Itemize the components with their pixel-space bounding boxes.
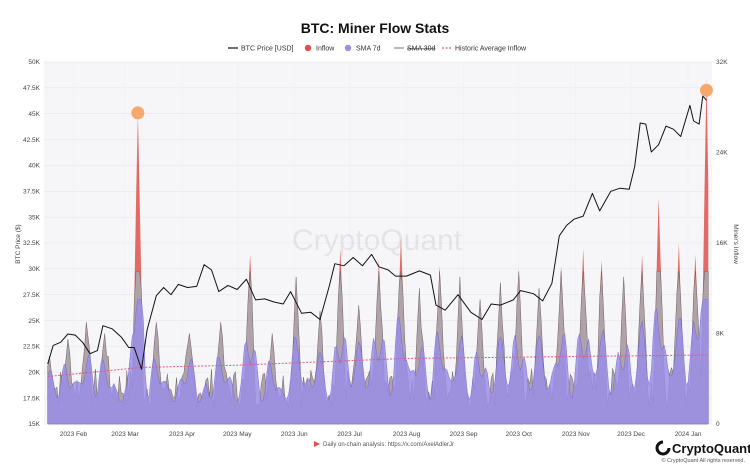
y-left-tick-label: 30K bbox=[28, 266, 40, 273]
legend-item: BTC Price [USD] bbox=[228, 46, 294, 53]
y-left-tick-label: 32.5K bbox=[23, 240, 41, 247]
y-left-tick-label: 25K bbox=[28, 318, 40, 325]
plot-area: 15K 17.5K 20K 22.5K 25K 27.5K 30K 32.5K 35K 37.5K… bbox=[23, 59, 728, 438]
y-left-axis-title: BTC Price ($) bbox=[15, 224, 22, 263]
x-tick-label: 2023 Feb bbox=[60, 431, 88, 438]
x-tick-label: 2023 Oct bbox=[506, 431, 533, 438]
y-right-tick-label: 24K bbox=[716, 150, 728, 157]
highlight-marker bbox=[131, 106, 145, 120]
legend-label: BTC Price [USD] bbox=[241, 46, 294, 53]
x-tick-label: 2023 Mar bbox=[111, 431, 139, 438]
brand-name: CryptoQuant bbox=[672, 441, 750, 456]
y-left-tick-label: 35K bbox=[28, 214, 40, 221]
y-left-tick-label: 17.5K bbox=[23, 395, 41, 402]
x-tick-label: 2023 May bbox=[223, 431, 252, 438]
legend-item: SMA 7d bbox=[344, 44, 381, 53]
copyright-text: © CryptoQuant All rights reserved. bbox=[661, 457, 745, 464]
sma7-area bbox=[47, 299, 709, 425]
y-right-axis-title: Miner's Inflow bbox=[732, 224, 739, 264]
y-left-tick-label: 15K bbox=[28, 421, 40, 428]
y-left-tick-label: 50K bbox=[28, 59, 40, 66]
legend-label: Inflow bbox=[316, 46, 335, 53]
legend-label: SMA 30d bbox=[407, 46, 436, 53]
cryptoquant-logo-icon bbox=[655, 440, 671, 456]
play-icon bbox=[314, 441, 320, 447]
y-left-tick-label: 20K bbox=[28, 369, 40, 376]
y-right-tick-label: 16K bbox=[716, 240, 728, 247]
y-right-tick-label: 0 bbox=[716, 421, 720, 428]
y-left-tick-label: 37.5K bbox=[23, 188, 41, 195]
chart-legend: BTC Price [USD] Inflow SMA 7d SMA 30d Histor… bbox=[228, 44, 527, 53]
legend-label: Historic Average Inflow bbox=[455, 46, 527, 53]
y-left-tick-label: 22.5K bbox=[23, 344, 41, 351]
x-tick-label: 2024 Jan bbox=[675, 431, 702, 438]
x-tick-label: 2023 Sep bbox=[450, 431, 478, 438]
x-tick-label: 2023 Nov bbox=[562, 431, 591, 438]
legend-item: Historic Average Inflow bbox=[442, 46, 527, 53]
legend-label: SMA 7d bbox=[356, 46, 381, 53]
brand-logo: CryptoQuant © CryptoQuant All rights res… bbox=[655, 440, 750, 464]
y-left-tick-label: 40K bbox=[28, 163, 40, 170]
historic-average-line bbox=[47, 354, 709, 377]
legend-swatch bbox=[304, 44, 312, 52]
legend-swatch bbox=[344, 44, 352, 52]
y-left-tick-label: 45K bbox=[28, 111, 40, 118]
footer-note-text: Daily on-chain analysis: https://x.com/A… bbox=[323, 442, 454, 448]
chart-title: BTC: Miner Flow Stats bbox=[301, 20, 450, 36]
x-tick-label: 2023 Jun bbox=[281, 431, 308, 438]
legend-item: SMA 30d bbox=[394, 46, 436, 53]
y-right-tick-label: 8K bbox=[716, 331, 725, 338]
y-left-tick-label: 27.5K bbox=[23, 292, 41, 299]
y-left-tick-label: 47.5K bbox=[23, 85, 41, 92]
highlight-marker bbox=[699, 83, 713, 97]
footer-note: Daily on-chain analysis: https://x.com/A… bbox=[314, 441, 454, 448]
legend-item: Inflow bbox=[304, 44, 335, 53]
y-left-tick-label: 42.5K bbox=[23, 137, 41, 144]
y-right-tick-label: 32K bbox=[716, 59, 728, 66]
x-tick-label: 2023 Dec bbox=[617, 431, 646, 438]
x-tick-label: 2023 Apr bbox=[169, 431, 196, 438]
x-tick-label: 2023 Aug bbox=[393, 431, 421, 438]
x-tick-label: 2023 Jul bbox=[337, 431, 362, 438]
btc-price-line bbox=[47, 95, 707, 370]
watermark-text: CryptoQuant bbox=[292, 224, 463, 257]
